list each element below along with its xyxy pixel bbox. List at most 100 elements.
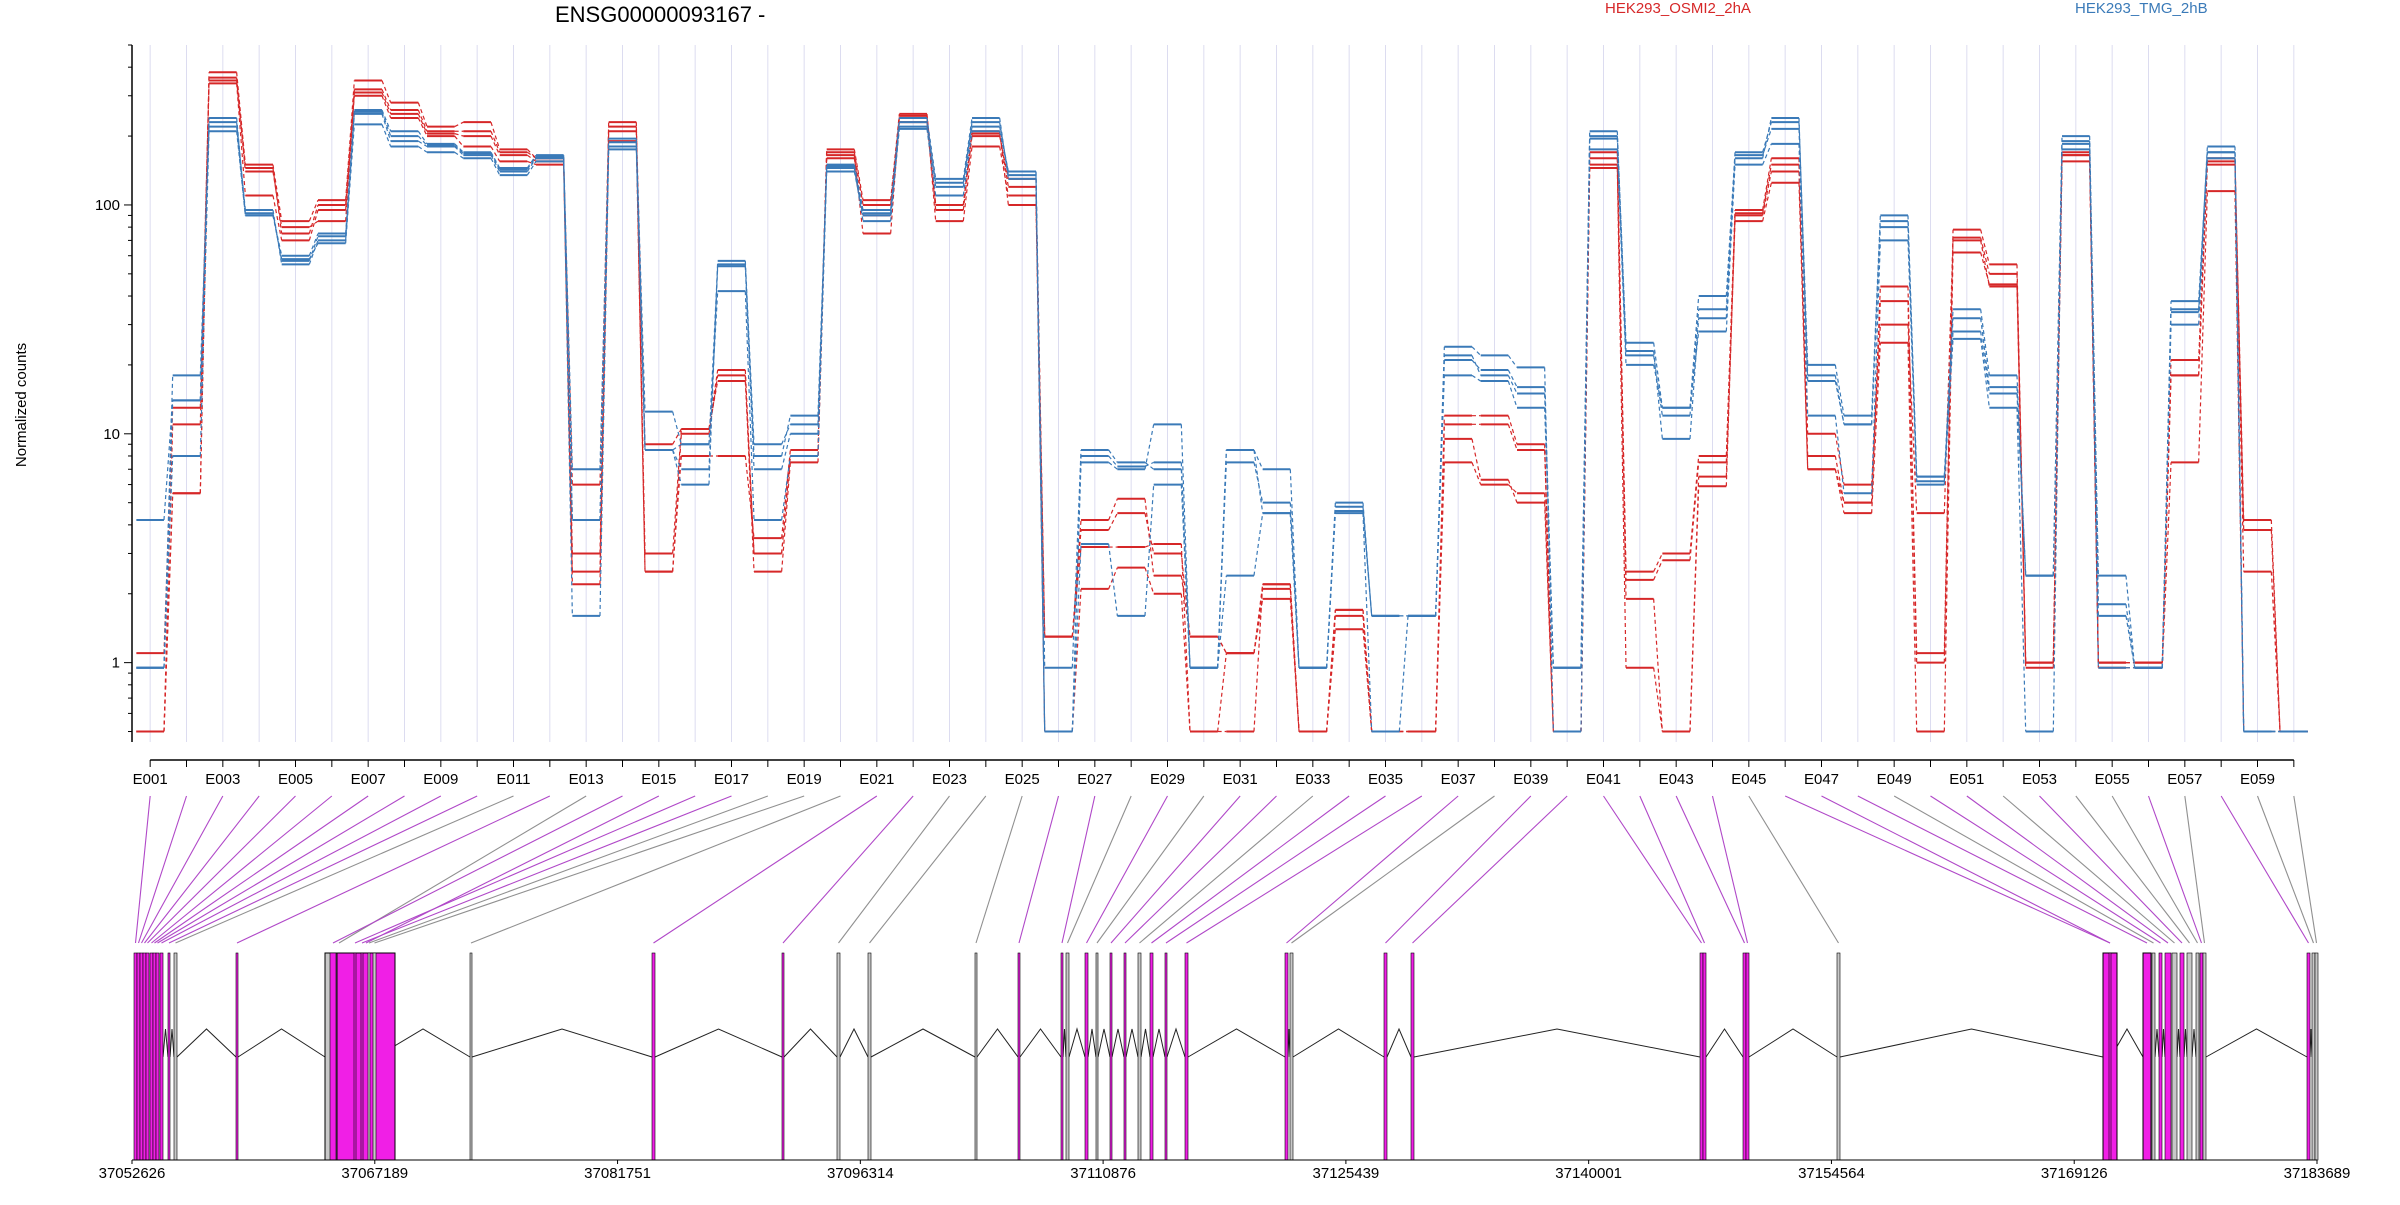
exon-connector [2002, 795, 2175, 944]
connector-segment [563, 161, 573, 616]
exon-connector [1603, 795, 1702, 944]
connector-segment [490, 146, 501, 162]
connector-segment [308, 240, 319, 265]
exon-connector [975, 795, 1023, 944]
series-osmi2-2 [136, 79, 2308, 733]
exon-connector [1930, 795, 2161, 944]
connector-segment [781, 449, 791, 539]
connector-segment [454, 144, 464, 154]
connector-segment [526, 161, 537, 176]
intron-line [169, 1028, 175, 1058]
connector-segment [1798, 117, 1809, 382]
connector-segment [1798, 164, 1809, 456]
series-tmg-8 [136, 110, 2308, 733]
exon-connector [1110, 795, 1241, 944]
connector-segment [308, 236, 319, 262]
connector-segment [672, 428, 682, 445]
connector-segment [1144, 543, 1154, 548]
exon-connector [2220, 795, 2309, 944]
exon-connector [368, 795, 769, 944]
connector-segment [163, 400, 174, 521]
connector-segment [454, 143, 464, 153]
y-axis-label: Normalized counts [13, 343, 30, 467]
connector-segment [1507, 415, 1518, 445]
exon-block [2202, 952, 2207, 1161]
connector-segment [1071, 449, 1082, 668]
connector-segment [744, 266, 755, 470]
connector-segment [381, 111, 392, 137]
connector-segment [1798, 128, 1809, 376]
connector-segment [1326, 609, 1336, 732]
connector-segment [2161, 462, 2172, 668]
connector-segment [926, 117, 937, 179]
genome-tick-label: 37096314 [827, 1165, 894, 1182]
connector-segment [2125, 615, 2136, 668]
exon-block [1095, 952, 1099, 1161]
connector-segment [308, 242, 319, 260]
connector-segment [817, 165, 828, 434]
x-tick-label: E055 [2095, 771, 2130, 788]
exon-connector [354, 795, 696, 944]
exon-connector [1291, 795, 1495, 944]
exon-block [1699, 952, 1704, 1161]
connector-segment [1616, 168, 1627, 668]
exon-connector [157, 795, 405, 944]
exon-block [2171, 952, 2178, 1161]
exon-connector [374, 795, 805, 944]
exon-block [2306, 952, 2311, 1161]
exon-connector [1748, 795, 1839, 944]
exon-block [1289, 952, 1294, 1161]
exon-connector [175, 795, 514, 944]
connector-segment [2016, 375, 2027, 576]
connector-segment [962, 126, 973, 187]
connector-segment [1362, 615, 1373, 732]
exon-connector [1186, 795, 1423, 944]
genome-tick-label: 37110876 [1070, 1165, 1136, 1182]
connector-segment [599, 138, 610, 470]
gene-model-track [133, 952, 2319, 1161]
connector-segment [1035, 175, 1046, 732]
connector-segment [1471, 438, 1482, 480]
connector-segment [672, 449, 682, 485]
connector-segment [962, 146, 973, 222]
exon-connector [147, 795, 296, 944]
connector-segment [1108, 455, 1118, 467]
x-tick-label: E011 [497, 771, 531, 788]
connector-segment [1943, 318, 1954, 482]
connector-segment [381, 95, 392, 119]
connector-segment [1507, 380, 1518, 408]
connector-segment [1071, 529, 1082, 637]
exon-connector [2147, 795, 2203, 944]
connector-segment [1507, 424, 1518, 451]
legend-item-osmi2: HEK293_OSMI2_2hA [1605, 0, 1751, 17]
connector-segment [381, 92, 392, 115]
connector-segment [1834, 433, 1845, 485]
connector-segment [1217, 462, 1227, 668]
exon-block [2311, 952, 2316, 1161]
connector-segment [527, 160, 537, 166]
connector-segment [1980, 252, 1990, 285]
intron-line [471, 1028, 653, 1058]
x-tick-label: E013 [569, 771, 604, 788]
exon-connector [161, 795, 442, 944]
connector-segment [490, 130, 501, 153]
connector-segment [1689, 318, 1700, 439]
connector-segment [672, 411, 682, 445]
connector-segment [2270, 519, 2281, 732]
connector-segment [1253, 449, 1264, 470]
connector-segment [1980, 237, 1990, 274]
connector-segment [2125, 575, 2136, 668]
connector-segment [962, 131, 973, 196]
connector-segment [2198, 152, 2208, 310]
connector-segment [744, 260, 755, 445]
x-tick-label: E053 [2022, 771, 2057, 788]
x-tick-label: E057 [2167, 771, 2202, 788]
connector-segment [417, 140, 428, 148]
exon-connector [2293, 795, 2318, 944]
connector-segment [1144, 484, 1155, 616]
exon-block [142, 952, 147, 1161]
exon-connector [1066, 795, 1132, 944]
connector-segment [1689, 309, 1700, 416]
connector-segment [1180, 462, 1191, 668]
